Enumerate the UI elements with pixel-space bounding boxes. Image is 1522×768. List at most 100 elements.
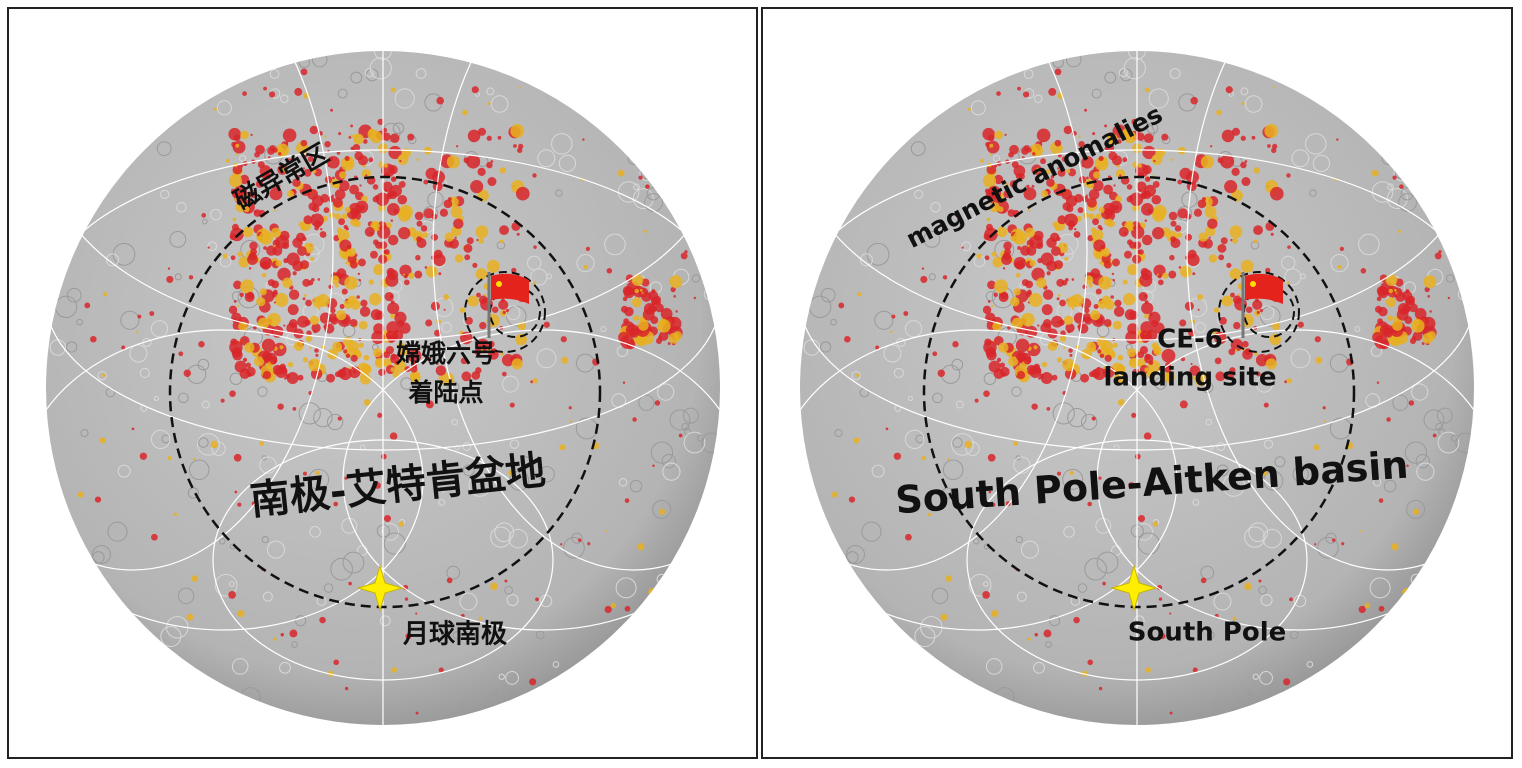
crater [552,661,560,668]
anomaly [1090,309,1101,321]
anomaly [1315,356,1323,364]
anomaly [1112,320,1122,330]
anomaly [259,441,265,446]
crater [1169,68,1181,79]
anomaly [982,305,992,315]
anomaly [425,400,434,409]
anomaly [1103,260,1112,269]
crater [1096,551,1119,574]
anomaly [327,164,331,168]
anomaly [1161,348,1176,363]
crater [266,540,285,559]
anomaly [256,297,266,307]
anomaly [286,322,298,334]
anomaly [1058,319,1065,326]
anomaly [1027,637,1031,641]
anomaly [1331,538,1336,542]
anomaly [296,175,301,179]
anomaly [303,215,313,225]
anomaly [1004,248,1011,256]
crater [691,274,701,283]
anomaly [336,151,341,155]
crater [330,557,354,581]
anomaly [1152,226,1165,240]
anomaly [624,498,630,503]
anomaly [617,169,625,177]
anomaly [1040,158,1046,165]
anomaly [510,123,525,138]
crater [1260,594,1273,607]
anomaly [233,453,242,462]
anomaly [1069,470,1074,475]
anomaly [1003,190,1012,199]
anomaly [333,659,340,666]
anomaly [267,312,281,327]
anomaly [885,427,889,431]
anomaly [446,577,453,584]
landing-label: 着陆点 [407,378,483,407]
anomaly [353,134,358,139]
anomaly [302,320,305,324]
anomaly [1207,218,1218,229]
crater [1033,661,1045,674]
anomaly [1067,329,1071,334]
anomaly [231,223,239,231]
anomaly [1421,342,1425,345]
anomaly [277,403,284,410]
anomaly [466,237,474,245]
anomaly [1220,237,1228,245]
crater [262,591,273,602]
anomaly [304,319,311,326]
anomaly [1127,264,1139,276]
anomaly [279,345,284,350]
anomaly [1411,319,1425,333]
anomaly [387,302,400,315]
anomaly [476,238,479,242]
anomaly [669,275,683,289]
anomaly [1093,171,1101,179]
crater [1263,439,1274,449]
anomaly [368,128,375,135]
anomaly [1098,686,1103,691]
anomaly [472,262,478,268]
anomaly [513,144,517,148]
anomaly [1422,332,1434,344]
crater [422,206,439,222]
anomaly [222,253,228,259]
crater [657,383,675,401]
anomaly [1035,167,1041,173]
anomaly [987,134,995,142]
anomaly [414,270,423,279]
anomaly [1253,167,1260,174]
anomaly [1103,366,1106,370]
anomaly [1056,278,1065,287]
anomaly [232,164,243,175]
anomaly [213,107,217,111]
anomaly [668,332,680,344]
crater [1244,526,1266,548]
anomaly [344,206,351,213]
crater [219,538,226,545]
anomaly [984,255,990,261]
anomaly [1063,315,1074,325]
anomaly [987,453,996,462]
anomaly [1213,307,1220,313]
anomaly [346,244,352,250]
anomaly [1192,272,1196,276]
anomaly [471,371,481,380]
crater [563,536,585,559]
anomaly [1025,280,1034,289]
anomaly [282,242,290,250]
anomaly [1137,163,1142,168]
crater [820,287,836,303]
anomaly [1016,370,1026,380]
anomaly [1283,678,1291,686]
anomaly [996,357,1002,362]
anomaly [1209,145,1213,148]
anomaly [1251,135,1256,140]
anomaly [989,143,994,148]
anomaly [350,124,354,128]
anomaly [937,369,946,378]
crater [379,615,391,627]
anomaly [251,182,255,186]
